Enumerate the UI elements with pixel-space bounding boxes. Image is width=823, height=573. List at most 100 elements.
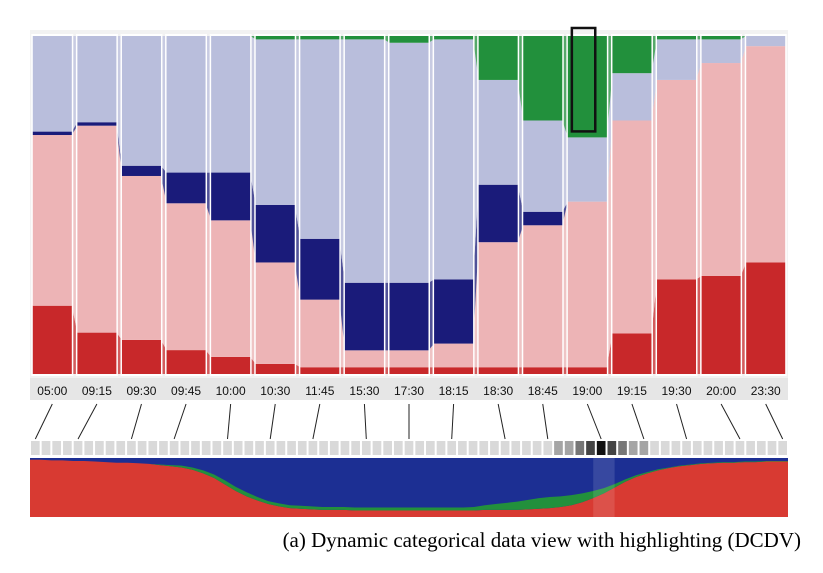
overview-sample-cell[interactable] bbox=[682, 441, 691, 455]
overview-sample-cell[interactable] bbox=[116, 441, 126, 455]
overview-sample-cell[interactable] bbox=[458, 441, 467, 455]
segment-09:30-series-3 bbox=[121, 36, 161, 166]
overview-sample-cell[interactable] bbox=[244, 441, 254, 455]
overview-sample-cell[interactable] bbox=[639, 441, 649, 455]
overview-sample-cell[interactable] bbox=[265, 441, 275, 455]
overview-sample-cell[interactable] bbox=[436, 441, 446, 455]
tick-connector bbox=[130, 403, 142, 440]
overview-sample-cell[interactable] bbox=[201, 441, 211, 455]
column-09:45[interactable] bbox=[165, 34, 208, 376]
overview-sample-cell[interactable] bbox=[468, 441, 478, 455]
overview-sample-cell[interactable] bbox=[383, 441, 392, 455]
tick-connector bbox=[765, 403, 784, 440]
overview-sample-cell[interactable] bbox=[543, 441, 553, 455]
overview-sample-cell[interactable] bbox=[276, 441, 286, 455]
overview-sample-cell[interactable] bbox=[393, 441, 403, 455]
overview-sample-cell[interactable] bbox=[586, 441, 595, 455]
overview-sample-cell[interactable] bbox=[340, 441, 350, 455]
overview-sample-cell[interactable] bbox=[703, 441, 713, 455]
overview-sample-cell[interactable] bbox=[735, 441, 745, 455]
overview-sample-cell[interactable] bbox=[724, 441, 734, 455]
tick-label: 23:30 bbox=[751, 384, 781, 398]
column-18:30[interactable] bbox=[477, 34, 520, 376]
column-17:30[interactable] bbox=[388, 34, 430, 376]
segment-15:30-series-3 bbox=[344, 39, 384, 283]
overview-sample-cell[interactable] bbox=[191, 441, 200, 455]
column-18:45[interactable] bbox=[521, 34, 564, 376]
overview-sample-cell[interactable] bbox=[351, 441, 360, 455]
overview-sample-cell[interactable] bbox=[84, 441, 94, 455]
highlight-box[interactable] bbox=[570, 26, 597, 133]
tick-label: 17:30 bbox=[394, 384, 424, 398]
overview-sample-cell[interactable] bbox=[137, 441, 147, 455]
overview-strip[interactable] bbox=[31, 441, 787, 455]
overview-sample-cell[interactable] bbox=[596, 441, 606, 455]
overview-sample-cell[interactable] bbox=[212, 441, 222, 455]
overview-sample-cell[interactable] bbox=[426, 441, 435, 455]
overview-sample-cell[interactable] bbox=[73, 441, 83, 455]
overview-sample-cell[interactable] bbox=[490, 441, 499, 455]
overview-sample-cell[interactable] bbox=[308, 441, 318, 455]
overview-sample-cell[interactable] bbox=[522, 441, 531, 455]
overview-sample-cell[interactable] bbox=[671, 441, 681, 455]
overview-sample-cell[interactable] bbox=[52, 441, 62, 455]
overview-sample-cell[interactable] bbox=[255, 441, 264, 455]
overview-sample-cell[interactable] bbox=[532, 441, 542, 455]
column-19:00[interactable] bbox=[566, 34, 609, 376]
overview-sample-cell[interactable] bbox=[159, 441, 168, 455]
column-10:00[interactable] bbox=[209, 34, 252, 376]
overview-sample-cell[interactable] bbox=[628, 441, 638, 455]
column-05:00[interactable] bbox=[31, 34, 74, 376]
column-18:15[interactable] bbox=[432, 34, 475, 376]
overview-sample-cell[interactable] bbox=[127, 441, 136, 455]
column-19:30[interactable] bbox=[655, 34, 698, 376]
overview-chart[interactable] bbox=[30, 458, 788, 517]
overview-sample-cell[interactable] bbox=[148, 441, 158, 455]
overview-sample-cell[interactable] bbox=[756, 441, 766, 455]
overview-sample-cell[interactable] bbox=[95, 441, 104, 455]
overview-sample-cell[interactable] bbox=[778, 441, 787, 455]
column-23:30[interactable] bbox=[744, 34, 787, 376]
column-19:15[interactable] bbox=[610, 34, 653, 376]
overview-sample-cell[interactable] bbox=[223, 441, 232, 455]
tick-connector bbox=[542, 403, 549, 440]
overview-sample-cell[interactable] bbox=[554, 441, 563, 455]
overview-sample-cell[interactable] bbox=[607, 441, 617, 455]
overview-sample-cell[interactable] bbox=[63, 441, 72, 455]
column-15:30[interactable] bbox=[343, 34, 386, 376]
overview-sample-cell[interactable] bbox=[447, 441, 457, 455]
overview-sample-cell[interactable] bbox=[415, 441, 425, 455]
overview-sample-cell[interactable] bbox=[767, 441, 777, 455]
column-11:45[interactable] bbox=[298, 34, 341, 376]
segment-23:30-series-0 bbox=[746, 262, 786, 374]
overview-sample-cell[interactable] bbox=[746, 441, 755, 455]
overview-sample-cell[interactable] bbox=[361, 441, 371, 455]
segment-18:30-series-1 bbox=[478, 242, 518, 368]
overview-sample-cell[interactable] bbox=[404, 441, 414, 455]
overview-sample-cell[interactable] bbox=[660, 441, 670, 455]
overview-sample-cell[interactable] bbox=[692, 441, 702, 455]
overview-sample-cell[interactable] bbox=[31, 441, 40, 455]
overview-sample-cell[interactable] bbox=[714, 441, 723, 455]
overview-sample-cell[interactable] bbox=[372, 441, 382, 455]
overview-sample-cell[interactable] bbox=[287, 441, 296, 455]
overview-sample-cell[interactable] bbox=[650, 441, 659, 455]
overview-sample-cell[interactable] bbox=[41, 441, 51, 455]
overview-sample-cell[interactable] bbox=[297, 441, 307, 455]
overview-sample-cell[interactable] bbox=[169, 441, 179, 455]
column-09:30[interactable] bbox=[120, 34, 163, 376]
overview-sample-cell[interactable] bbox=[479, 441, 489, 455]
overview-sample-cell[interactable] bbox=[564, 441, 574, 455]
column-20:00[interactable] bbox=[700, 34, 743, 376]
overview-sample-cell[interactable] bbox=[233, 441, 243, 455]
column-09:15[interactable] bbox=[75, 34, 118, 376]
overview-sample-cell[interactable] bbox=[500, 441, 510, 455]
overview-sample-cell[interactable] bbox=[329, 441, 339, 455]
column-10:30[interactable] bbox=[254, 34, 297, 376]
overview-sample-cell[interactable] bbox=[105, 441, 115, 455]
overview-sample-cell[interactable] bbox=[319, 441, 328, 455]
overview-sample-cell[interactable] bbox=[511, 441, 521, 455]
overview-sample-cell[interactable] bbox=[618, 441, 627, 455]
overview-sample-cell[interactable] bbox=[180, 441, 190, 455]
overview-sample-cell[interactable] bbox=[575, 441, 585, 455]
